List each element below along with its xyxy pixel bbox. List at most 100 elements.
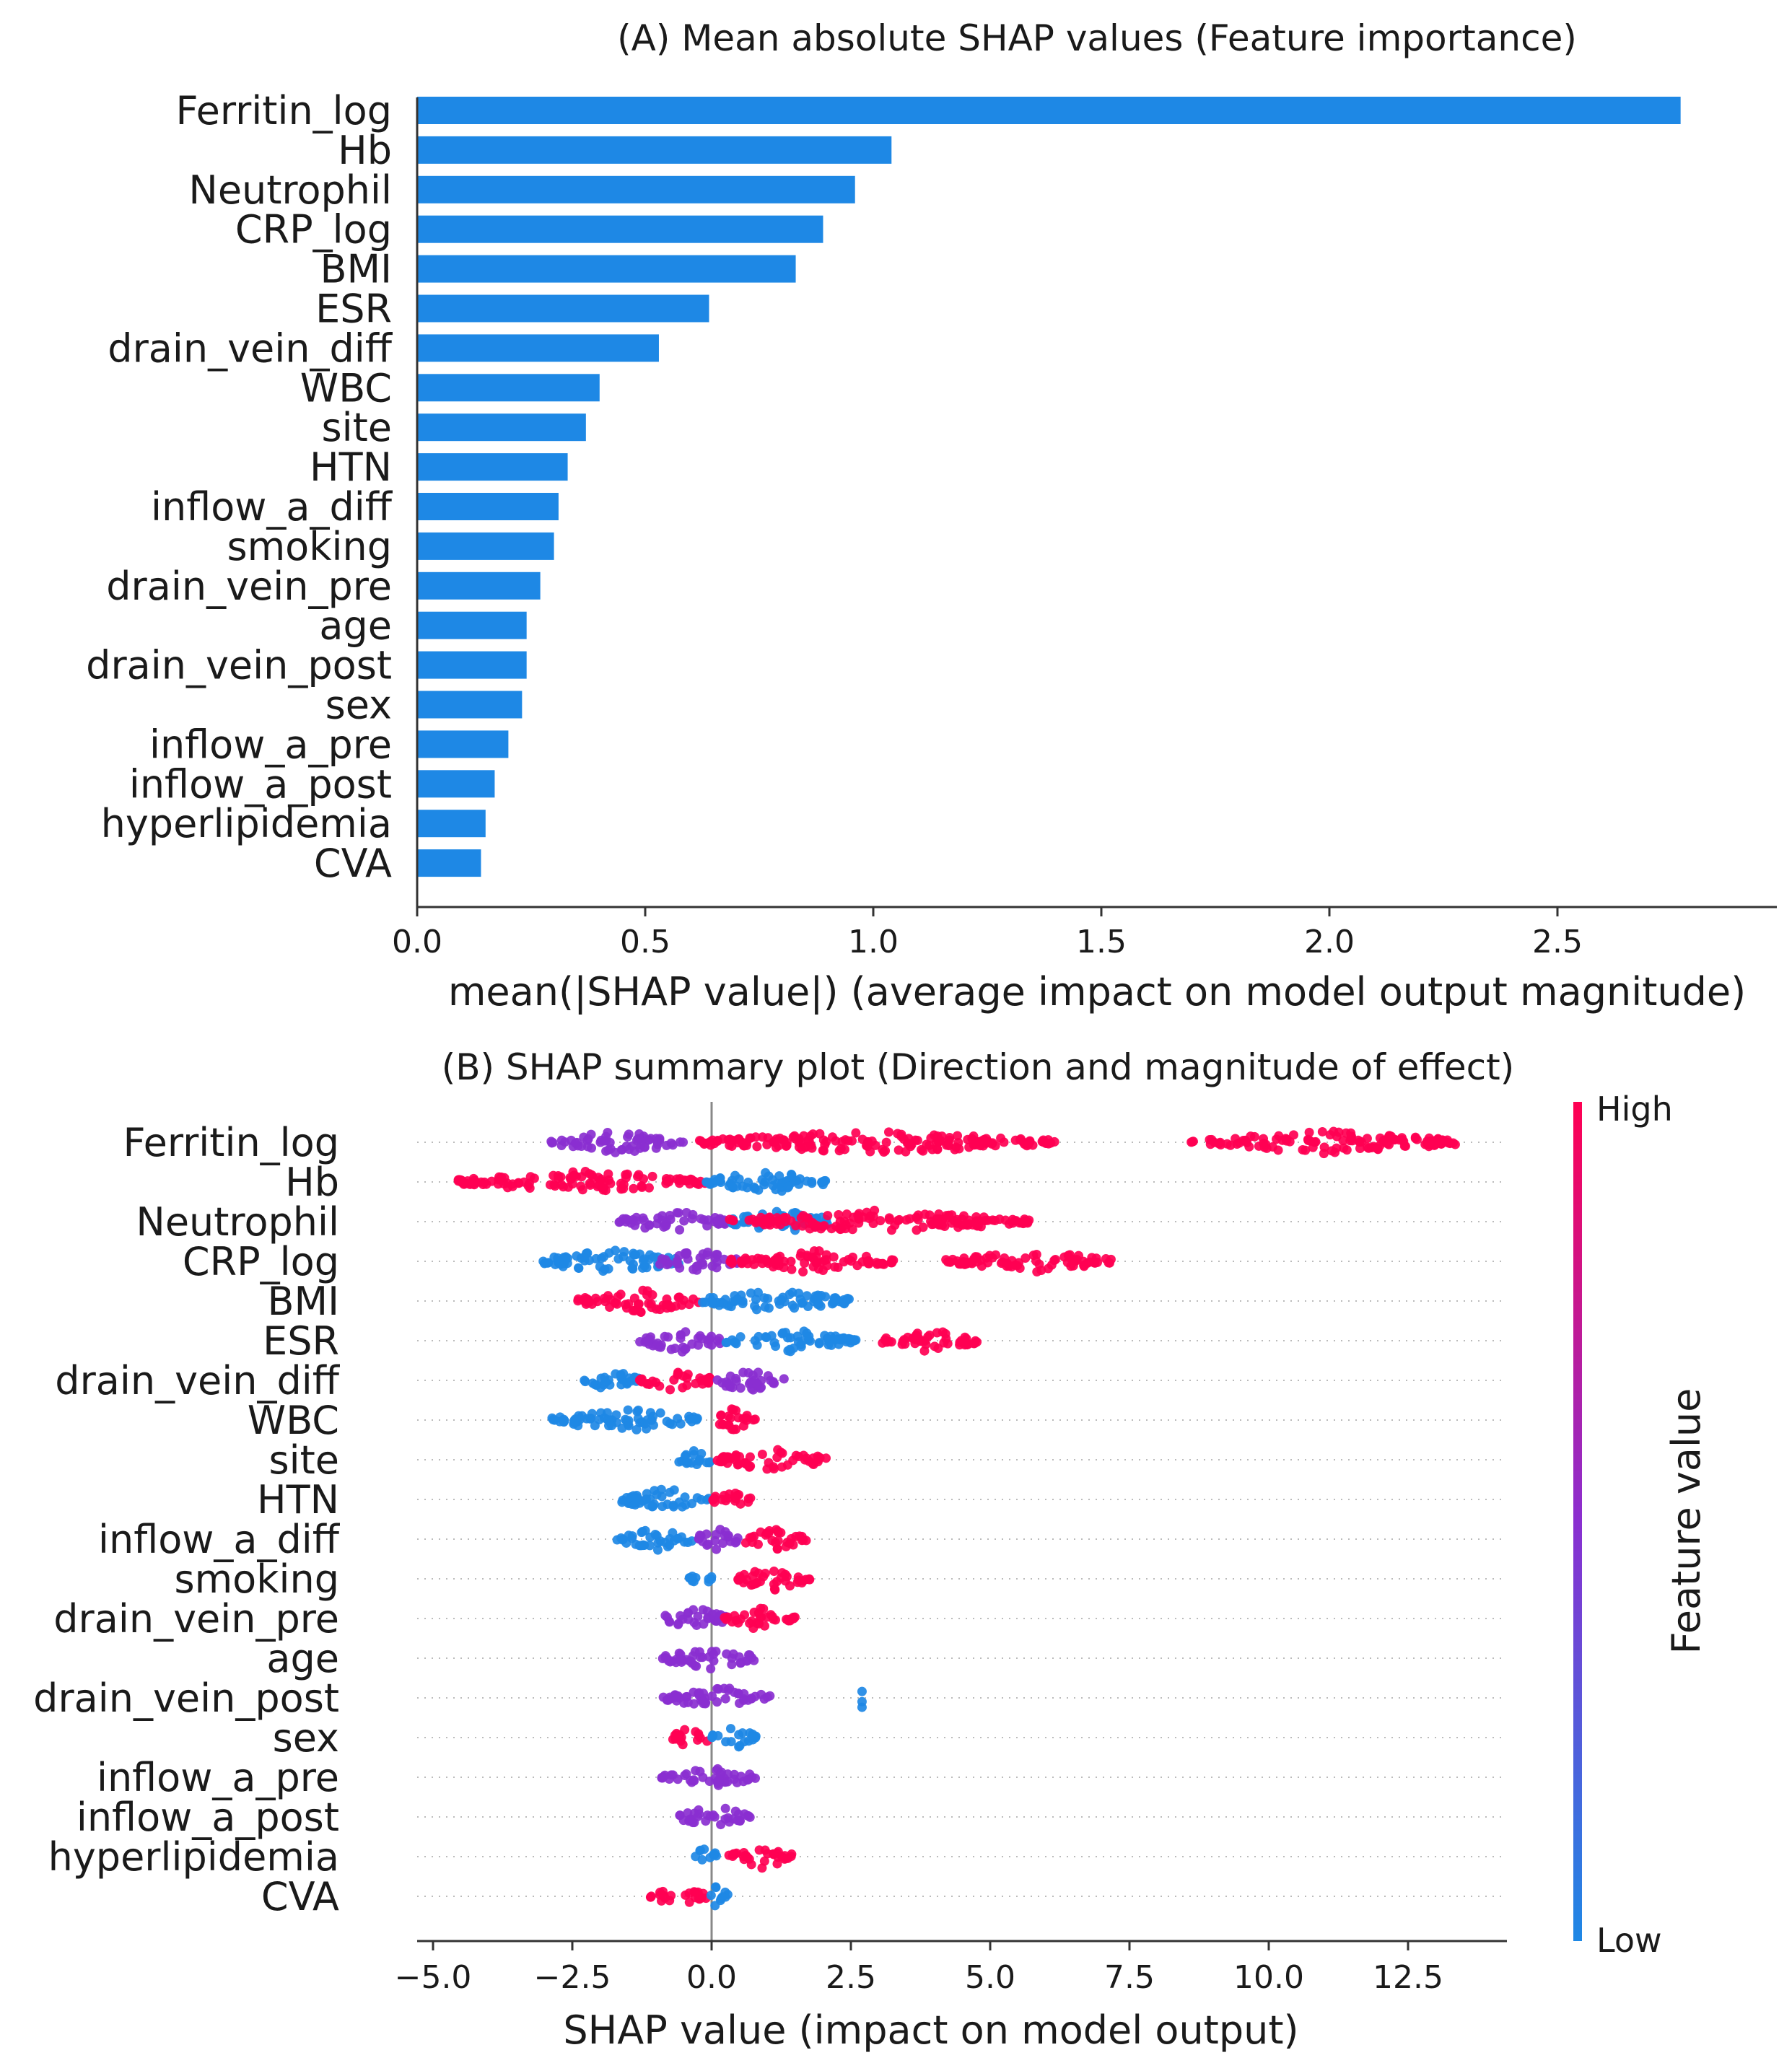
shap-point-neutrophil <box>798 1211 808 1221</box>
shap-point-drain-vein-diff <box>643 1378 653 1388</box>
shap-point-ferritin-log <box>741 1140 751 1150</box>
shap-point-inflow-a-diff <box>745 1533 755 1543</box>
shap-point-inflow-a-diff <box>718 1538 728 1549</box>
shap-point-hb <box>497 1172 507 1182</box>
shap-point-ferritin-log <box>843 1136 853 1146</box>
shap-point-crp-log <box>772 1253 782 1263</box>
shap-point-esr <box>915 1336 925 1346</box>
shap-point-wbc <box>655 1408 665 1418</box>
shap-point-wbc <box>741 1413 751 1423</box>
shap-point-smoking <box>746 1580 756 1590</box>
shap-point-bmi <box>629 1306 639 1316</box>
shap-point-esr <box>830 1335 840 1345</box>
shap-point-htn <box>709 1493 720 1503</box>
shap-point-drain-vein-pre <box>689 1618 699 1628</box>
shap-point-neutrophil <box>725 1214 735 1225</box>
y-tick-label-bmi: BMI <box>267 1279 339 1324</box>
shap-point-crp-log <box>1085 1257 1095 1267</box>
shap-point-inflow-a-post <box>723 1813 733 1823</box>
shap-point-bmi <box>573 1294 583 1304</box>
shap-point-ferritin-log <box>881 1137 891 1147</box>
y-tick-label-inflow-a-post: inflow_a_post <box>129 761 392 807</box>
shap-point-crp-log <box>959 1258 969 1268</box>
shap-point-ferritin-log <box>879 1147 889 1157</box>
shap-point-cva <box>711 1883 721 1893</box>
shap-point-bmi <box>698 1297 708 1308</box>
shap-point-hyperlipidemia <box>759 1856 769 1866</box>
shap-point-htn <box>663 1499 673 1510</box>
shap-point-smoking <box>739 1569 749 1580</box>
shap-point-smoking <box>755 1577 765 1587</box>
panel-a-y-ticks: Ferritin_logHbNeutrophilCRP_logBMIESRdra… <box>86 88 393 886</box>
shap-point-inflow-a-post <box>694 1809 704 1819</box>
shap-point-ferritin-log <box>1326 1146 1337 1156</box>
shap-point-drain-vein-diff <box>673 1370 683 1380</box>
y-tick-label-inflow-a-diff: inflow_a_diff <box>98 1517 341 1562</box>
shap-point-drain-vein-post <box>857 1686 867 1696</box>
shap-point-hb <box>525 1172 536 1182</box>
shap-point-esr <box>784 1344 795 1354</box>
shap-point-hb <box>774 1171 784 1181</box>
shap-point-ferritin-log <box>1347 1136 1358 1146</box>
shap-point-neutrophil <box>687 1214 697 1224</box>
shap-point-wbc <box>632 1406 642 1416</box>
shap-point-neutrophil <box>1000 1215 1010 1225</box>
shap-point-ferritin-log <box>987 1138 997 1148</box>
shap-point-bmi <box>647 1302 657 1313</box>
shap-point-drain-vein-pre <box>747 1616 757 1626</box>
shap-point-wbc <box>727 1404 737 1414</box>
shap-point-drain-vein-diff <box>605 1380 615 1390</box>
shap-point-inflow-a-diff <box>618 1534 628 1544</box>
shap-point-esr <box>731 1339 741 1349</box>
y-tick-label-inflow-a-diff: inflow_a_diff <box>151 484 393 530</box>
shap-point-drain-vein-pre <box>740 1610 750 1620</box>
shap-point-ferritin-log <box>883 1127 893 1137</box>
shap-point-ferritin-log <box>836 1144 846 1154</box>
shap-point-ferritin-log <box>861 1140 871 1150</box>
bar-inflow-a-post <box>417 770 495 798</box>
shap-point-drain-vein-diff <box>717 1377 727 1388</box>
shap-point-ferritin-log <box>1386 1131 1397 1142</box>
shap-point-crp-log <box>749 1259 759 1269</box>
shap-point-ferritin-log <box>587 1143 597 1153</box>
shap-point-crp-log <box>549 1252 559 1262</box>
shap-point-inflow-a-diff <box>637 1528 647 1538</box>
shap-point-neutrophil <box>614 1217 624 1227</box>
shap-point-ferritin-log <box>996 1133 1006 1143</box>
shap-point-neutrophil <box>679 1216 689 1226</box>
shap-point-ferritin-log <box>936 1136 946 1146</box>
shap-point-drain-vein-diff <box>580 1375 590 1385</box>
shap-point-inflow-a-diff <box>753 1539 763 1549</box>
x-tick-label: −2.5 <box>534 1959 611 1996</box>
bar-drain-vein-post <box>417 651 527 679</box>
shap-point-hb <box>730 1170 740 1181</box>
shap-point-esr <box>640 1337 650 1347</box>
shap-point-esr <box>803 1334 813 1344</box>
shap-point-ferritin-log <box>1445 1139 1455 1149</box>
shap-point-ferritin-log <box>577 1142 587 1152</box>
shap-point-crp-log <box>846 1256 856 1266</box>
shap-point-bmi <box>582 1294 592 1304</box>
shap-point-esr <box>722 1337 732 1347</box>
shap-point-inflow-a-diff <box>653 1545 663 1555</box>
shap-point-inflow-a-pre <box>680 1770 690 1780</box>
shap-point-hb <box>596 1174 606 1184</box>
shap-point-smoking <box>805 1574 815 1585</box>
shap-point-inflow-a-post <box>683 1808 693 1818</box>
shap-point-hb <box>577 1185 587 1195</box>
shap-point-ferritin-log <box>1368 1142 1378 1152</box>
shap-point-htn <box>730 1494 740 1504</box>
panel-a-x-label: mean(|SHAP value|) (average impact on mo… <box>448 969 1746 1015</box>
shap-point-bmi <box>803 1302 813 1312</box>
shap-point-esr <box>681 1344 691 1354</box>
shap-point-ferritin-log <box>929 1130 939 1140</box>
shap-point-crp-log <box>613 1254 624 1264</box>
shap-point-ferritin-log <box>1301 1145 1311 1155</box>
shap-point-age <box>728 1649 738 1659</box>
shap-point-age <box>749 1655 759 1665</box>
shap-point-inflow-a-diff <box>650 1529 660 1539</box>
shap-point-ferritin-log <box>712 1135 722 1145</box>
shap-point-crp-log <box>619 1247 629 1257</box>
shap-point-neutrophil <box>819 1221 829 1231</box>
y-tick-label-ferritin-log: Ferritin_log <box>123 1120 339 1165</box>
